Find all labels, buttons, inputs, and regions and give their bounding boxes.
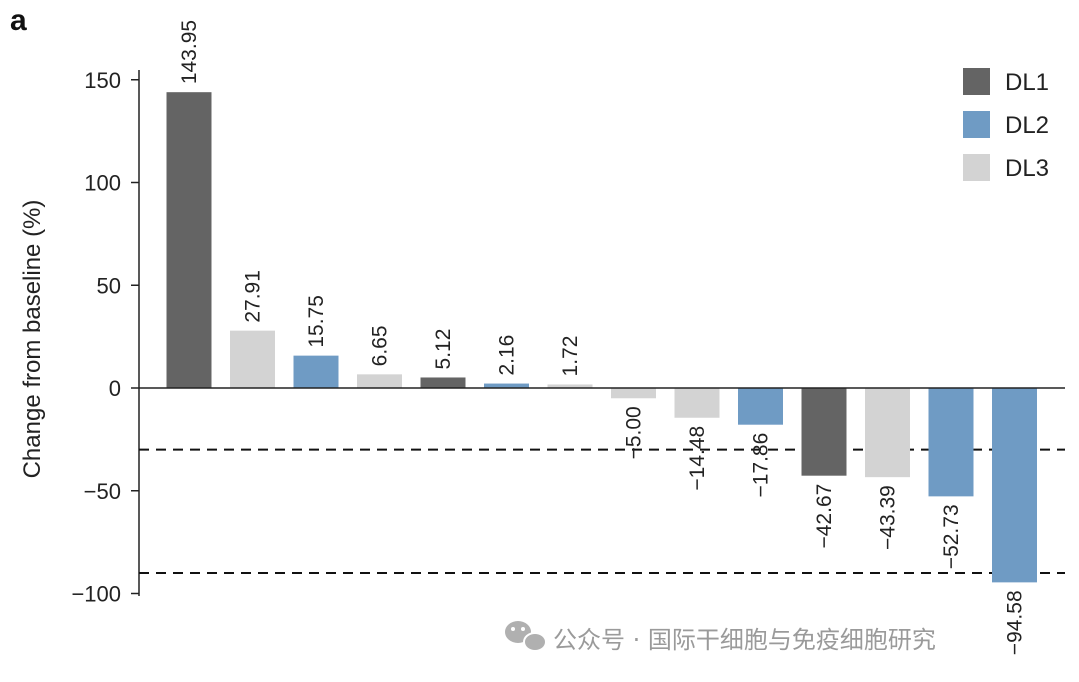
legend-label-dl1: DL1: [1005, 69, 1049, 96]
reference-lines: [139, 448, 1065, 574]
legend-label-dl2: DL2: [1005, 112, 1049, 139]
legend-label-dl3: DL3: [1005, 155, 1049, 182]
bar-value-label: 6.65: [369, 325, 392, 366]
bar-value-label: −43.39: [877, 485, 900, 550]
bar-dl3: [865, 388, 910, 478]
y-axis-ticks: 150 100 50 0 −50 −100: [71, 68, 139, 607]
bar-dl3: [611, 388, 656, 399]
bar-dl3: [674, 388, 720, 418]
bar-value-label: −42.67: [813, 484, 836, 549]
bar-value-label: 27.91: [242, 270, 265, 323]
wechat-icon: [505, 621, 547, 652]
bar-dl2: [484, 383, 529, 388]
bar-value-label: 1.72: [559, 336, 582, 377]
y-tick-label: 0: [109, 376, 121, 401]
y-tick-label: −100: [71, 582, 121, 607]
bar-value-label: 143.95: [178, 20, 201, 84]
bar-value-label: 15.75: [305, 295, 328, 348]
bars-group: [166, 92, 1037, 583]
bar-value-label: 2.16: [496, 335, 519, 376]
bar-dl2: [738, 388, 783, 425]
legend: DL1 DL2 DL3: [963, 68, 1049, 182]
bar-value-labels: 143.95 27.91 15.75 6.65 5.12 2.16 1.72 −5.00 −14…: [178, 20, 1027, 655]
bar-value-label: −14.48: [686, 426, 709, 491]
bar-dl1: [166, 92, 212, 389]
bar-dl1: [801, 388, 847, 476]
panel-label: a: [10, 4, 27, 37]
bar-value-label: −5.00: [623, 406, 646, 459]
bar-dl3: [547, 384, 593, 388]
bar-dl2: [928, 388, 974, 497]
y-tick-label: 50: [97, 273, 121, 298]
legend-swatch-dl2: [963, 111, 990, 138]
y-tick-label: 100: [84, 171, 121, 196]
y-tick-label: 150: [84, 68, 121, 93]
legend-swatch-dl1: [963, 68, 990, 95]
bar-dl3: [357, 374, 402, 388]
watermark-text: 公众号 · 国际干细胞与免疫细胞研究: [553, 626, 936, 654]
bar-value-label: 5.12: [432, 329, 455, 370]
bar-value-label: −17.86: [750, 433, 773, 498]
bar-dl2: [293, 355, 339, 388]
bar-value-label: −94.58: [1004, 590, 1027, 655]
bar-dl2: [992, 388, 1037, 583]
bar-dl3: [230, 330, 275, 388]
bar-dl1: [420, 377, 466, 388]
y-axis-title: Change from baseline (%): [19, 200, 46, 479]
watermark: 公众号 · 国际干细胞与免疫细胞研究: [505, 621, 936, 654]
y-tick-label: −50: [84, 479, 121, 504]
bar-value-label: −52.73: [940, 504, 963, 569]
legend-swatch-dl3: [963, 154, 990, 181]
